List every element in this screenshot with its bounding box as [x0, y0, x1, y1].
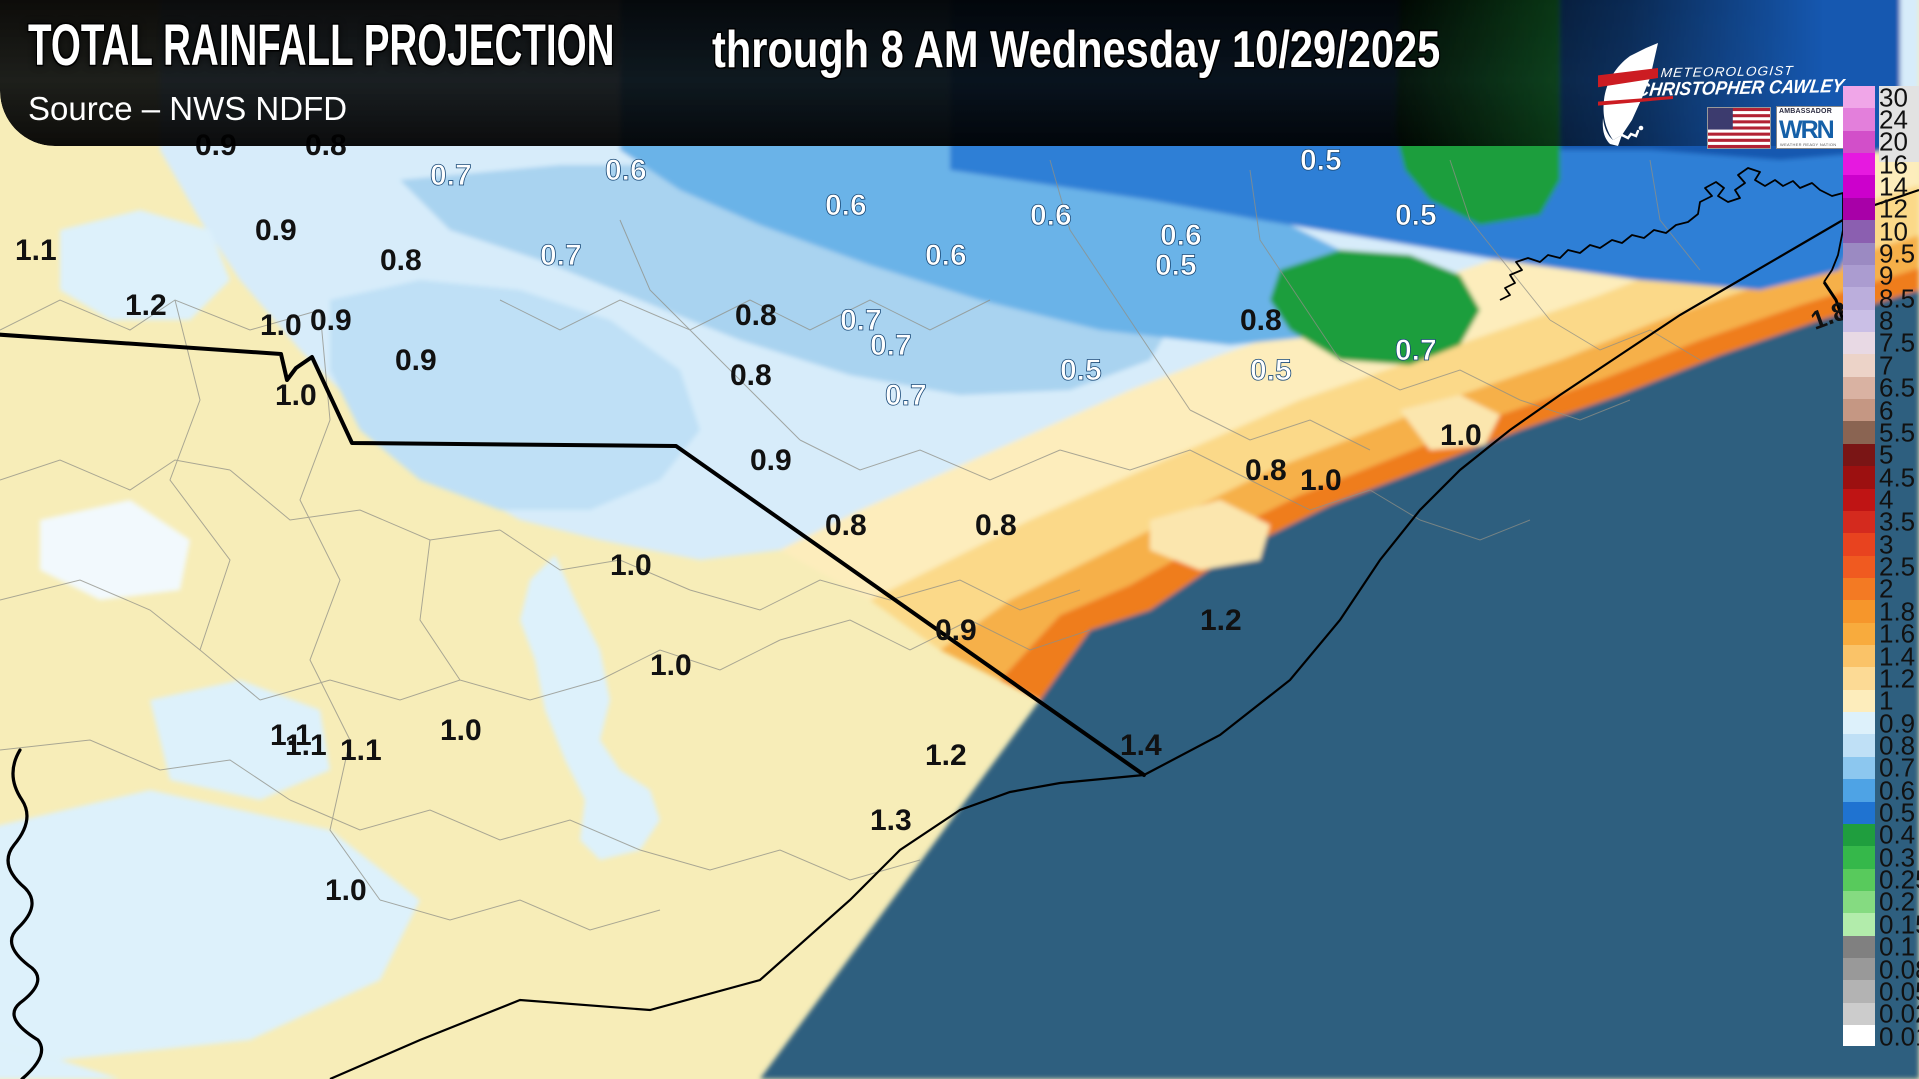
svg-text:0.8: 0.8	[380, 244, 422, 277]
svg-text:1.4: 1.4	[1120, 729, 1162, 762]
svg-text:0.8: 0.8	[1240, 304, 1282, 337]
svg-text:0.5: 0.5	[1250, 354, 1292, 387]
svg-text:0.7: 0.7	[430, 159, 472, 192]
svg-text:0.5: 0.5	[1155, 249, 1197, 282]
svg-text:1.3: 1.3	[870, 804, 912, 837]
svg-text:1.0: 1.0	[650, 649, 692, 682]
svg-text:0.9: 0.9	[395, 344, 437, 377]
svg-text:0.7: 0.7	[1395, 334, 1437, 367]
svg-text:1.1: 1.1	[285, 729, 327, 762]
svg-text:0.9: 0.9	[935, 614, 977, 647]
svg-text:1.0: 1.0	[260, 309, 302, 342]
svg-text:0.7: 0.7	[885, 379, 927, 412]
svg-text:0.5: 0.5	[1300, 144, 1342, 177]
svg-text:0.6: 0.6	[605, 154, 647, 187]
svg-text:0.8: 0.8	[730, 359, 772, 392]
svg-text:0.5: 0.5	[1060, 354, 1102, 387]
svg-text:1.2: 1.2	[125, 289, 167, 322]
svg-text:0.6: 0.6	[1030, 199, 1072, 232]
svg-text:1.0: 1.0	[440, 714, 482, 747]
svg-text:1.1: 1.1	[340, 734, 382, 767]
svg-text:0.7: 0.7	[870, 329, 912, 362]
svg-text:1.2: 1.2	[925, 739, 967, 772]
svg-text:0.8: 0.8	[975, 509, 1017, 542]
svg-text:1.0: 1.0	[1300, 464, 1342, 497]
svg-text:0.9: 0.9	[750, 444, 792, 477]
svg-text:1.0: 1.0	[275, 379, 317, 412]
svg-text:1.0: 1.0	[325, 874, 367, 907]
svg-text:0.8: 0.8	[735, 299, 777, 332]
svg-text:0.6: 0.6	[1160, 219, 1202, 252]
svg-text:0.8: 0.8	[1245, 454, 1287, 487]
svg-text:0.5: 0.5	[1395, 199, 1437, 232]
svg-text:0.7: 0.7	[540, 239, 582, 272]
svg-text:1.0: 1.0	[1440, 419, 1482, 452]
svg-text:1.0: 1.0	[610, 549, 652, 582]
svg-text:1.1: 1.1	[15, 234, 57, 267]
svg-text:0.8: 0.8	[825, 509, 867, 542]
svg-text:0.9: 0.9	[255, 214, 297, 247]
svg-text:0.9: 0.9	[310, 304, 352, 337]
svg-text:1.2: 1.2	[1200, 604, 1242, 637]
svg-text:0.6: 0.6	[825, 189, 867, 222]
svg-text:0.6: 0.6	[925, 239, 967, 272]
